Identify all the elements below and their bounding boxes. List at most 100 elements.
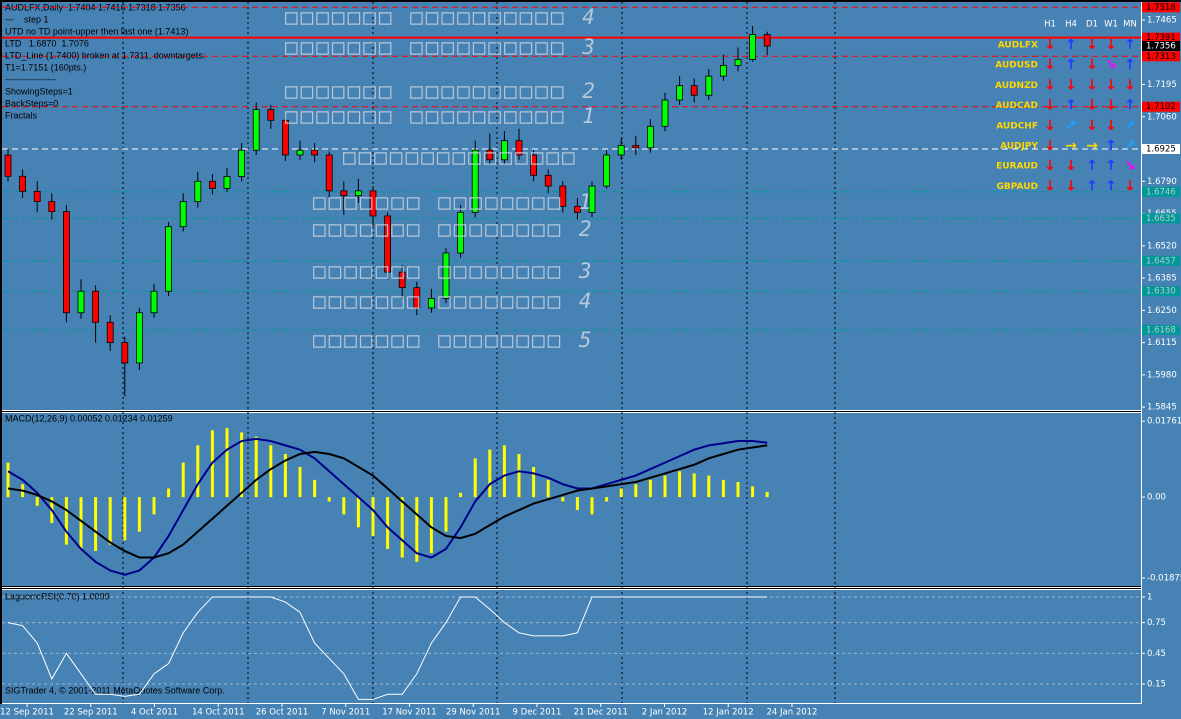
annotation: □□□□□□□ □□□□□□□□ 4 — [313, 289, 595, 313]
candle-body — [647, 125, 654, 149]
rsi-title: LaguerreRSI(0.70) 1.0000 — [5, 591, 110, 601]
trend-arrow: ↑ — [1086, 178, 1098, 194]
histogram-bar — [590, 497, 594, 515]
candle-body — [223, 176, 231, 189]
trend-arrow: ↓ — [1086, 118, 1098, 134]
candle-body — [398, 271, 406, 289]
x-tick-label: 14 Oct 2011 — [192, 708, 245, 718]
trend-arrow: ↓ — [1086, 77, 1098, 93]
histogram-bar — [356, 497, 360, 528]
histogram-bar — [79, 497, 83, 549]
candle-body — [544, 174, 552, 187]
time-axis — [0, 704, 1181, 719]
level-box — [1142, 186, 1180, 197]
candle-body — [617, 145, 625, 156]
candle-body — [661, 99, 669, 127]
annotation: □□□□□□□ □□□□□□□□□□ 4 — [285, 5, 598, 29]
histogram-bar — [108, 497, 112, 545]
trend-arrow: ↓ — [1105, 77, 1117, 93]
table-symbol: GBPAUD — [997, 182, 1038, 192]
candle-body — [471, 149, 479, 213]
histogram-bar — [619, 488, 623, 498]
candle-body — [208, 180, 216, 189]
info-line: LTD_Line (1.7400) broken at 1.7311, down… — [5, 50, 205, 60]
histogram-bar — [648, 479, 652, 498]
level-label: 1.7518 — [1146, 3, 1176, 13]
trend-arrow: ↓ — [1105, 118, 1117, 134]
candle-body — [369, 190, 377, 217]
y-tick-label: 0.15 — [1147, 680, 1166, 690]
candle-body — [135, 312, 143, 364]
annotation: □□□□□□□ □□□□□□□□□□ 1 — [285, 104, 598, 128]
histogram-bar — [517, 453, 521, 498]
table-symbol: AUDLFX — [998, 41, 1038, 51]
candle-body — [632, 145, 640, 149]
histogram-bar — [269, 445, 273, 498]
histogram-bar — [765, 491, 769, 498]
info-line: UTD no TD point-upper then last one (1.7… — [5, 26, 188, 36]
histogram-bar — [575, 497, 579, 511]
candle-body — [486, 149, 494, 161]
y-tick-label: 1.6790 — [1147, 177, 1177, 187]
table-header: D1 — [1086, 20, 1098, 30]
candle-body — [311, 149, 319, 156]
trend-arrow: ↓ — [1105, 37, 1117, 53]
level-box — [1142, 324, 1180, 335]
histogram-bar — [721, 479, 725, 498]
macd-line — [7, 444, 768, 559]
histogram-bar — [35, 497, 39, 506]
table-symbol: AUDCAD — [995, 101, 1038, 111]
panel-borders — [2, 2, 1142, 704]
trend-arrow: ↓ — [1124, 77, 1136, 93]
histogram-bar — [415, 497, 419, 562]
histogram-bar — [123, 497, 127, 541]
candle-body — [384, 215, 392, 273]
y-tick-label: 1.6520 — [1147, 241, 1177, 251]
x-tick-label: 17 Nov 2011 — [382, 708, 436, 718]
trend-arrow: ↑ — [1124, 57, 1136, 73]
level-label: 1.6330 — [1146, 287, 1176, 297]
annotation: □□□□□□□□□□□□□□□ — [343, 145, 578, 169]
candle-body — [63, 211, 70, 314]
trend-arrow: → — [1086, 138, 1098, 154]
trend-arrow: ↓ — [1044, 98, 1056, 114]
trend-arrow: ↗ — [1124, 138, 1136, 154]
x-tick-label: 24 Jan 2012 — [767, 708, 818, 718]
x-tick-label: 21 Dec 2011 — [574, 708, 628, 718]
histogram-bar — [371, 497, 375, 536]
histogram-bar — [181, 462, 185, 498]
trend-arrow: ↑ — [1065, 57, 1077, 73]
candle-body — [354, 190, 362, 197]
table-symbol: AUDNZD — [995, 81, 1038, 91]
candle-body — [194, 180, 202, 203]
table-symbol: EURAUD — [996, 162, 1038, 172]
trend-arrow: ↓ — [1086, 57, 1098, 73]
candle-body — [720, 64, 727, 77]
histogram-bar — [225, 428, 229, 498]
histogram-bar — [459, 492, 463, 498]
histogram-bar — [532, 466, 536, 498]
trend-arrow: ↓ — [1044, 158, 1056, 174]
candle-body — [705, 75, 713, 96]
histogram-bar — [561, 497, 565, 502]
candle-body — [530, 154, 537, 176]
trend-arrow: ↓ — [1105, 98, 1117, 114]
histogram-bar — [751, 486, 755, 498]
y-tick-label: 1.7195 — [1147, 80, 1177, 90]
trend-arrow: ↑ — [1065, 37, 1077, 53]
y-tick-label: 1.5980 — [1147, 370, 1177, 380]
macd-line — [7, 437, 768, 576]
histogram-bar — [429, 497, 433, 554]
level-box — [1142, 2, 1180, 13]
histogram-bar — [342, 497, 346, 515]
histogram-bar — [313, 479, 317, 498]
histogram-bar — [473, 458, 477, 498]
candle-body — [515, 140, 523, 156]
x-tick-label: 9 Dec 2011 — [513, 708, 562, 718]
annotation: □□□□□□□ □□□□□□□□ 5 — [313, 328, 595, 352]
level-label: 1.6635 — [1146, 214, 1176, 224]
candle-body — [588, 185, 596, 213]
candle-body — [734, 59, 742, 66]
histogram-bar — [736, 482, 740, 498]
